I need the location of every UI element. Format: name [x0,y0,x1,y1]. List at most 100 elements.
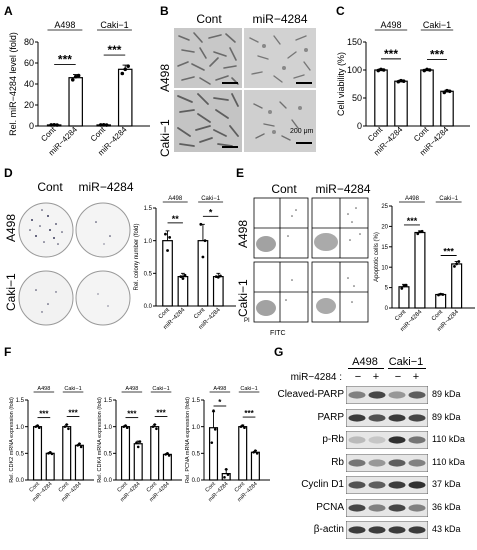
blot-protein-label: Cyclin D1 [301,479,344,490]
data-point [76,73,81,78]
blot-protein-label: Rb [331,456,344,468]
category-label: Cont [158,307,171,320]
group-label: Caki−1 [201,196,221,202]
data-point [135,441,138,444]
category-label: Cont [394,309,407,322]
data-point [183,273,187,277]
bar [250,451,260,481]
blot-band [408,413,426,422]
blot-strip-frame [346,431,428,449]
blot-band [368,481,386,489]
blot-strip [346,386,428,404]
data-point [376,68,381,73]
significance-mark: *** [107,43,121,57]
data-point [226,473,230,476]
y-tick-label: 25 [381,204,388,210]
flow-axis-pi: PI [244,318,250,324]
blot-strip-frame [346,408,428,427]
blot-band [368,526,386,534]
bar [394,80,408,127]
bar [451,263,463,309]
blot-band [368,391,386,399]
data-point [241,424,245,427]
data-point [199,222,203,226]
blot-strip [346,476,428,494]
blot-group-line-caki [388,368,426,369]
significance-mark: *** [384,47,398,61]
panel-label-e: E [236,166,245,180]
group-label: Caki−1 [423,20,451,30]
blot-band [368,458,386,467]
blot-kda-label: 89 kDa [432,389,461,399]
group-label: Caki−1 [439,196,459,202]
bar [150,426,160,481]
data-point [213,428,217,431]
blot-band [388,526,406,534]
blot-band [348,436,366,444]
colony-col-cont: Cont [37,180,63,194]
data-point [212,409,215,412]
data-point [400,287,404,290]
blot-band [348,481,366,489]
group-label: A498 [37,386,50,392]
group-label: A498 [405,196,420,202]
blot-treatment-label: miR−4284 : [290,372,342,383]
data-point [126,64,130,68]
bar [177,275,189,307]
bar [117,68,133,127]
y-tick-label: 50 [352,93,362,103]
colony-col-mir: miR−4284 [78,180,134,194]
y-axis-label: Rel. CDK4 mRNA expression (fold) [97,397,103,483]
data-point [104,123,109,127]
significance-mark: * [218,398,222,407]
significance-mark: * [209,207,213,217]
bar [162,240,173,307]
data-point [151,425,155,428]
data-point [455,262,459,266]
group-label: Caki−1 [152,386,169,392]
significance-mark: *** [156,409,166,418]
blot-band [388,458,406,467]
data-point [120,71,125,76]
y-tick-label: 15 [381,245,388,251]
data-point [402,284,406,288]
category-label: Cont [431,309,444,322]
data-point [125,426,129,430]
scale-bar-label: 200 μm [290,128,314,135]
blot-band [348,526,366,534]
blot-band [368,413,386,422]
data-point [252,450,255,454]
data-point [457,260,461,263]
bar [374,69,388,127]
data-point [441,293,445,296]
significance-mark: *** [127,410,137,419]
panel-label-b: B [160,4,169,18]
data-point [201,255,205,259]
chart-d: 0.0 0.5 1.0 1.5 Rel. colony number (fold) Con… [134,196,236,331]
blot-band [388,481,406,489]
blot-band [368,436,386,444]
data-point [427,68,432,72]
y-tick-label: 10 [381,265,388,271]
data-point [153,423,157,426]
bar [62,426,72,481]
y-tick-label: 0.5 [16,451,25,457]
data-point [437,293,440,297]
blot-kda-label: 36 kDa [432,501,461,512]
blot-band [388,391,406,399]
panel-label-d: D [4,166,13,180]
group-label: A498 [213,386,226,392]
bar [162,453,172,481]
bar [212,275,224,307]
data-point [98,123,103,127]
blot-band [388,503,406,512]
group-label: Caki−1 [100,20,128,30]
micrograph-a498-mir [244,28,316,88]
data-point [418,230,422,234]
significance-mark: *** [39,410,49,419]
blot-strip [346,408,428,427]
data-point [73,74,78,79]
blot-strip-frame [346,521,428,539]
data-point [55,123,59,127]
significance-mark: *** [407,216,418,226]
